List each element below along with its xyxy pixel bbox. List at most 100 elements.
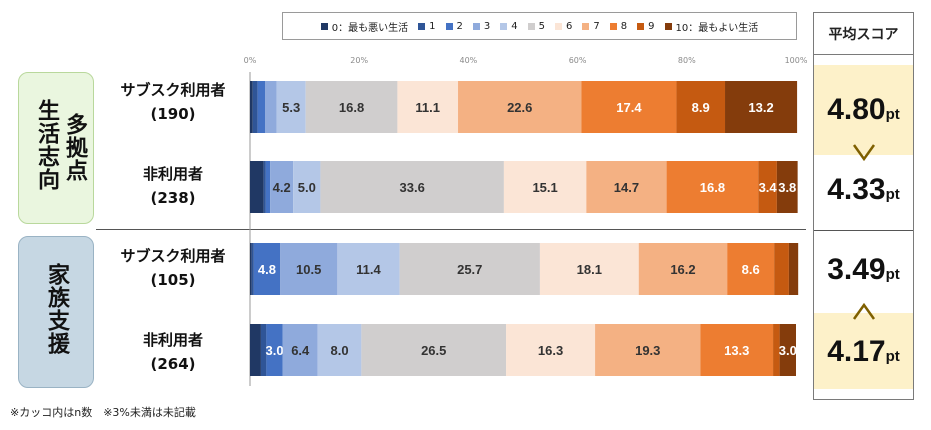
bar-segment: [293, 161, 321, 213]
bar-data-label: 4.2: [273, 180, 291, 195]
bar-data-label: 22.6: [507, 100, 532, 115]
bar-data-label: 18.1: [577, 262, 602, 277]
legend-label: 2: [456, 20, 463, 32]
bar-segment: [539, 243, 639, 295]
legend-label: 5: [538, 20, 545, 32]
bar-segment: [638, 243, 728, 295]
bar-segment: [260, 324, 267, 376]
group-separator: [96, 229, 806, 230]
bar-segment: [250, 324, 261, 376]
bar-segment: [595, 324, 701, 376]
legend-label: 7: [593, 20, 600, 32]
bar-segment: [250, 81, 253, 133]
legend-item: 1: [418, 20, 436, 32]
legend-swatch: [472, 22, 480, 30]
bar-data-label: 8.6: [742, 262, 760, 277]
bar-segment: [282, 324, 318, 376]
bar-segment: [399, 243, 540, 295]
bar-data-label: 6.4: [291, 343, 310, 358]
bar-segment: [270, 161, 294, 213]
bar-data-label: 5.3: [282, 100, 300, 115]
legend-label: 10：最もよい生活: [675, 22, 759, 34]
bar-segment: [700, 324, 774, 376]
x-tick-label: 0%: [243, 56, 257, 65]
group-label-family-support: 家族支援: [18, 236, 94, 388]
legend-label: 9: [648, 20, 655, 32]
legend-item: 7: [582, 20, 600, 32]
bar-segment: [251, 243, 254, 295]
legend-label: 8: [620, 20, 628, 32]
bar-segment: [257, 81, 266, 133]
legend-swatch: [320, 22, 328, 30]
chart-legend: 0：最も悪い生活 1 2 3 4 5 6 7 8 9 10：最もよい生活: [282, 12, 797, 40]
bar-segment: [758, 161, 777, 213]
bar-data-label: 3.0: [779, 343, 797, 358]
legend-item: 4: [500, 20, 518, 32]
group-label-multi-base: 多拠点 生活志向: [18, 72, 94, 224]
bar-data-label: 33.6: [400, 180, 425, 195]
bar-segment: [676, 81, 726, 133]
legend-item: 3: [472, 21, 490, 32]
bar-data-label: 11.1: [415, 100, 440, 115]
bar-data-label: 3.4: [759, 180, 778, 195]
bar-data-label: 13.3: [724, 343, 749, 358]
bar-segment: [337, 243, 400, 295]
bar-segment: [725, 81, 798, 133]
bar-segment: [666, 161, 759, 213]
bar-data-label: 16.8: [700, 180, 725, 195]
legend-item: 0：最も悪い生活: [320, 19, 409, 34]
bar-data-label: 8.0: [331, 343, 349, 358]
bar-data-label: 14.7: [614, 180, 639, 195]
legend-label: 1: [429, 20, 436, 32]
bar-data-label: 8.9: [692, 100, 710, 115]
bar-segment: [250, 161, 264, 213]
bar-segment: [280, 243, 338, 295]
bar-segment: [265, 81, 277, 133]
legend-swatch: [445, 22, 453, 30]
legend-label: 0：最も悪い生活: [331, 22, 409, 34]
legend-item: 9: [637, 20, 655, 32]
bar-segment: [503, 161, 587, 213]
legend-swatch: [527, 22, 535, 30]
legend-item: 8: [609, 20, 628, 32]
score-value: 3.49pt: [827, 253, 900, 286]
bar-data-label: 3.8: [778, 180, 796, 195]
score-value: 4.80pt: [827, 93, 900, 126]
legend-item: 6: [555, 21, 572, 32]
score-value: 4.17pt: [827, 335, 900, 368]
bar-segment: [774, 243, 789, 295]
bar-segment: [788, 243, 799, 295]
score-highlight: [814, 313, 913, 389]
bar-segment: [250, 243, 252, 295]
bar-data-label: 15.1: [532, 180, 557, 195]
bar-segment: [265, 161, 271, 213]
legend-swatch: [582, 22, 590, 30]
score-value: 4.33pt: [827, 173, 900, 206]
bar-segment: [252, 81, 258, 133]
bar-data-label: 19.3: [635, 343, 660, 358]
legend-swatch: [418, 22, 426, 30]
row-label: サブスク利用者 (105): [120, 247, 226, 289]
bar-segment: [727, 243, 775, 295]
legend-swatch: [664, 22, 672, 30]
bar-data-label: 13.2: [748, 100, 773, 115]
bar-segment: [320, 161, 504, 213]
bar-data-label: 25.7: [457, 262, 482, 277]
average-score-panel: 平均スコア 4.80pt 4.33pt 3.49pt 4.17pt: [813, 12, 914, 400]
bar-segment: [581, 81, 677, 133]
bar-segment: [317, 324, 362, 376]
bar-segment: [586, 161, 667, 213]
legend-swatch: [555, 22, 562, 30]
x-tick-label: 80%: [677, 56, 696, 65]
bar-segment: [506, 324, 596, 376]
legend-item: 10：最もよい生活: [664, 19, 759, 34]
bar-segment: [263, 161, 266, 213]
bar-segment: [361, 324, 507, 376]
legend-item: 5: [527, 20, 545, 32]
legend-label: 4: [511, 20, 518, 32]
legend-swatch: [500, 22, 508, 30]
bar-segment: [276, 81, 306, 133]
bar-segment: [266, 324, 283, 376]
bar-segment: [779, 324, 796, 376]
